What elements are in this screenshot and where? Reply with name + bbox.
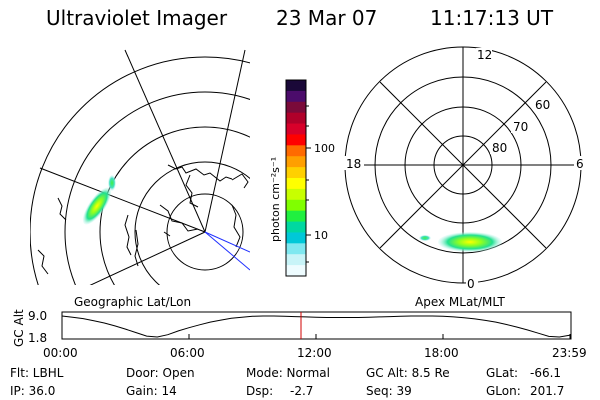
colorbar-step bbox=[286, 243, 306, 255]
glat-label: GLat: bbox=[486, 366, 519, 380]
mlat-label-60: 60 bbox=[535, 98, 550, 112]
geo-latitude-ring bbox=[134, 161, 250, 285]
ip-readout: IP: 36.0 bbox=[10, 384, 56, 398]
colorbar-step bbox=[286, 167, 306, 179]
observation-time: 11:17:13 UT bbox=[430, 6, 554, 30]
geo-latitude-ring bbox=[30, 56, 250, 285]
geo-meridian bbox=[124, 49, 206, 233]
timeline-y-tick: 1.8 bbox=[28, 331, 47, 345]
filter-readout: Flt: LBHL bbox=[10, 366, 64, 380]
colorbar: 100 10 photon cm⁻²s⁻¹ bbox=[269, 79, 335, 277]
geographic-map bbox=[30, 49, 250, 285]
mode-readout: Mode: Normal bbox=[246, 366, 330, 380]
glat-value: -66.1 bbox=[530, 366, 562, 380]
geo-aurora-glow bbox=[82, 187, 112, 225]
dsp-label: Dsp: bbox=[246, 384, 274, 398]
mlat-label-80: 80 bbox=[492, 141, 507, 155]
mlt-label-bg bbox=[476, 48, 492, 62]
timeline-x-tick: 18:00 bbox=[424, 346, 459, 360]
dsp-value: -2.7 bbox=[290, 384, 314, 398]
altitude-timeline: GC Alt 9.0 1.8 00:00 06:00 12:00 18:00 2… bbox=[12, 309, 587, 360]
geo-meridian bbox=[89, 231, 206, 285]
gain-readout: Gain: 14 bbox=[126, 384, 177, 398]
mlt-label-6: 6 bbox=[576, 157, 584, 171]
door-readout: Door: Open bbox=[126, 366, 195, 380]
seq-readout: Seq: 39 bbox=[366, 384, 412, 398]
colorbar-step bbox=[286, 178, 306, 190]
timeline-y-axis-label: GC Alt bbox=[12, 309, 26, 347]
mlt-label-bg bbox=[574, 156, 586, 170]
colorbar-tick-label: 10 bbox=[314, 229, 328, 242]
apex-panel-label: Apex MLat/MLT bbox=[415, 295, 505, 309]
geographic-panel-label: Geographic Lat/Lon bbox=[74, 295, 192, 309]
colorbar-step bbox=[286, 134, 306, 146]
colorbar-step bbox=[286, 101, 306, 114]
colorbar-step bbox=[286, 80, 306, 92]
colorbar-step bbox=[286, 210, 306, 223]
glon-label: GLon: bbox=[486, 384, 521, 398]
timeline-x-tick: 12:00 bbox=[297, 346, 332, 360]
mlt-meridian bbox=[379, 81, 547, 249]
geo-aurora-glow bbox=[108, 175, 116, 191]
timeline-x-tick: 00:00 bbox=[43, 346, 78, 360]
colorbar-gradient bbox=[286, 80, 306, 277]
glon-value: 201.7 bbox=[530, 384, 565, 398]
colorbar-frame bbox=[285, 79, 307, 277]
colorbar-step bbox=[286, 145, 306, 157]
timeline-y-tick: 9.0 bbox=[28, 309, 47, 323]
gc-alt-readout: GC Alt: 8.5 Re bbox=[366, 366, 450, 380]
mlt-label-0: 0 bbox=[467, 277, 475, 291]
geo-latitude-ring bbox=[64, 91, 250, 285]
instrument-title: Ultraviolet Imager bbox=[46, 6, 228, 30]
colorbar-step bbox=[286, 112, 306, 125]
geo-meridian bbox=[39, 167, 206, 233]
mlt-label-18: 18 bbox=[346, 157, 361, 171]
timeline-x-tick: 06:00 bbox=[170, 346, 205, 360]
altitude-curve bbox=[61, 315, 570, 338]
mlat-label-bg bbox=[533, 98, 553, 111]
colorbar-tick-label: 100 bbox=[314, 142, 335, 155]
colorbar-step bbox=[286, 199, 306, 212]
geo-meridian bbox=[204, 49, 246, 233]
apex-aurora-glow bbox=[438, 232, 502, 252]
colorbar-step bbox=[286, 156, 306, 168]
mlat-label-bg bbox=[490, 141, 510, 154]
apex-aurora-glow bbox=[419, 235, 431, 241]
colorbar-unit-label: photon cm⁻²s⁻¹ bbox=[269, 157, 282, 242]
colorbar-step bbox=[286, 254, 306, 266]
colorbar-step bbox=[286, 188, 306, 201]
timeline-x-tick: 23:59 bbox=[552, 346, 587, 360]
colorbar-step bbox=[286, 232, 306, 244]
colorbar-step bbox=[286, 123, 306, 135]
mlat-label-70: 70 bbox=[513, 120, 528, 134]
apex-polar-plot bbox=[344, 46, 582, 284]
mlt-label-12: 12 bbox=[477, 48, 492, 62]
mlt-label-bg bbox=[344, 156, 364, 170]
geo-terminator bbox=[204, 231, 250, 253]
coastline bbox=[37, 164, 249, 275]
observation-date: 23 Mar 07 bbox=[276, 6, 378, 30]
geo-terminator bbox=[204, 231, 250, 271]
mlat-label-bg bbox=[511, 120, 531, 133]
colorbar-step bbox=[286, 90, 306, 103]
geo-latitude-ring bbox=[99, 126, 250, 285]
geo-latitude-ring bbox=[166, 193, 244, 271]
colorbar-step bbox=[286, 265, 306, 277]
colorbar-step bbox=[286, 221, 306, 233]
mlt-label-bg bbox=[466, 276, 478, 290]
